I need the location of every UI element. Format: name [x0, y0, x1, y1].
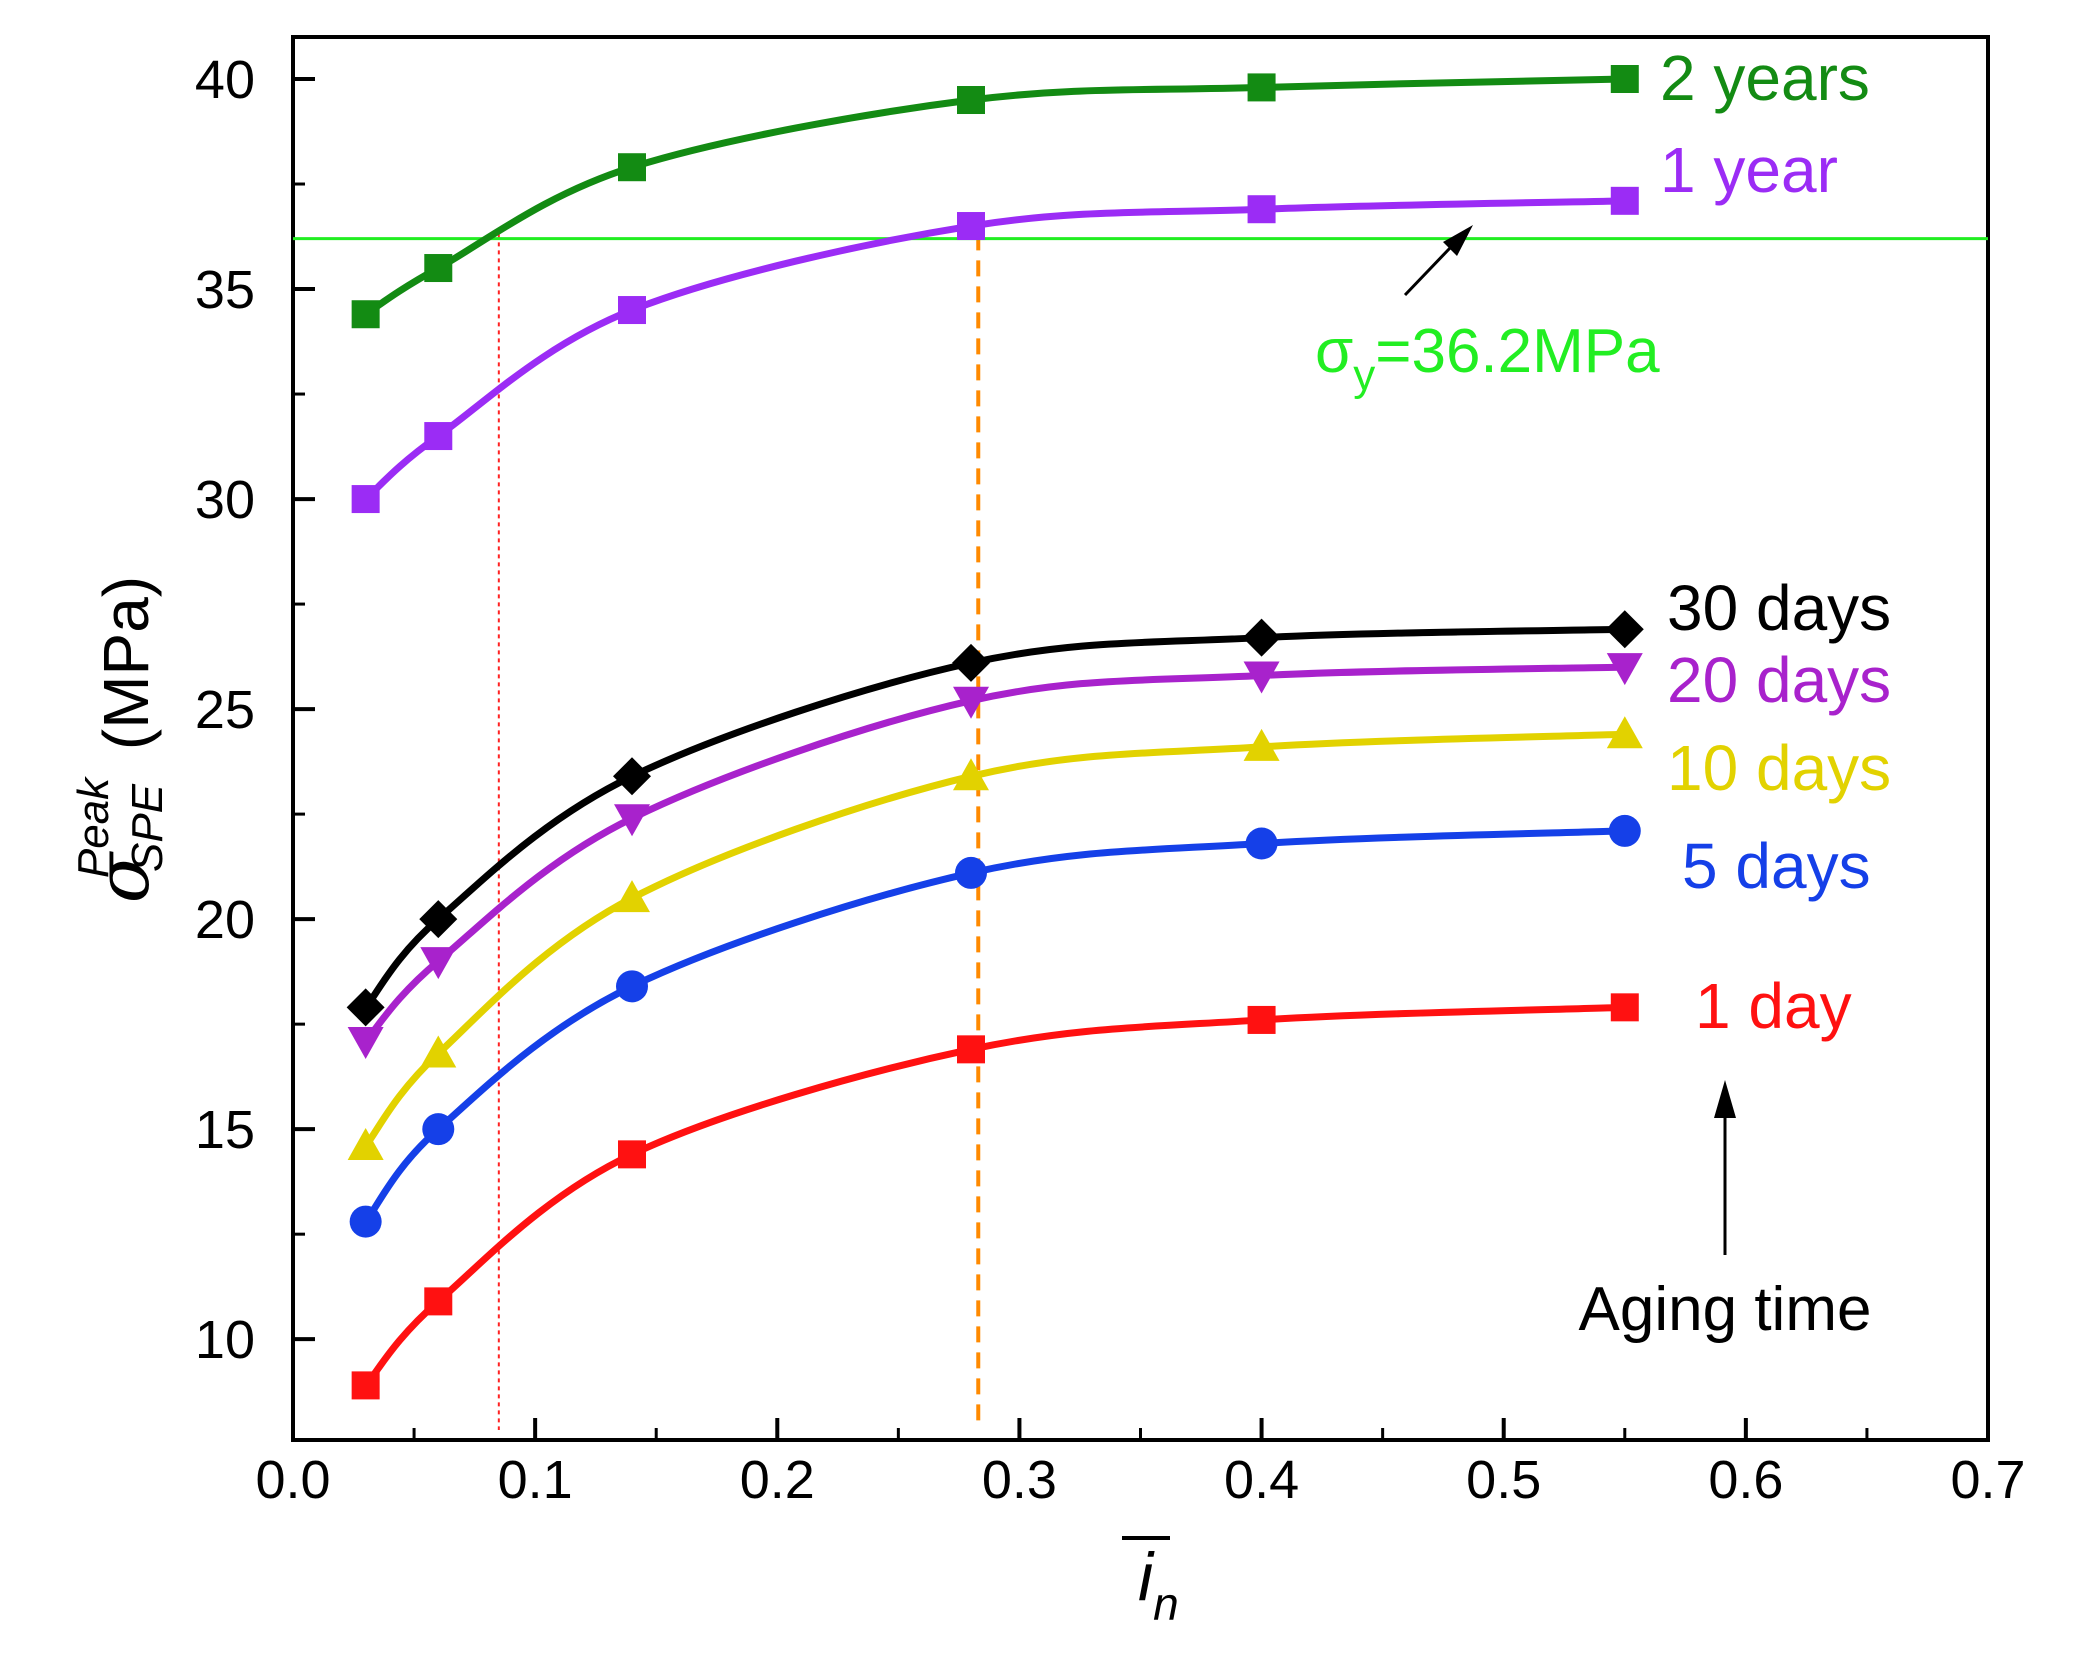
data-point-1-year [1247, 195, 1276, 224]
x-tick-label: 0.1 [498, 1450, 573, 1510]
series-label-20-days: 20 days [1667, 644, 1891, 716]
data-point-10-days [614, 880, 650, 913]
series-label-10-days: 10 days [1667, 732, 1891, 804]
series-line-30-days [362, 625, 1625, 1010]
yield-label-sub: y [1353, 351, 1375, 400]
aging-time-arrowhead [1714, 1080, 1736, 1118]
y-label-symbol: σ [80, 850, 166, 903]
data-point-30-days [346, 988, 385, 1027]
data-point-1-day [957, 1035, 985, 1064]
data-point-5-days [422, 1113, 455, 1146]
data-point-1-year [424, 422, 453, 451]
data-point-10-days [420, 1035, 457, 1068]
series-line-10-days [362, 730, 1625, 1149]
x-tick-label: 0.7 [1950, 1450, 2025, 1510]
x-tick-label: 0.3 [982, 1450, 1057, 1510]
y-tick-label: 20 [195, 890, 255, 950]
reference-lines [497, 234, 981, 1430]
x-label-sub: n [1153, 1578, 1179, 1630]
axis-ticks: 0.0 0.1 0.2 0.3 0.4 0.5 0.6 0.7 10 15 20 25 30 35 40 [195, 50, 2026, 1510]
yield-label-symbol: σ [1315, 317, 1353, 386]
data-point-2-years [618, 153, 646, 182]
y-tick-label: 15 [195, 1100, 255, 1160]
data-point-1-year [957, 212, 985, 241]
data-point-30-days [1605, 610, 1644, 649]
y-axis-label: σPeak SPE (MPa) [69, 576, 172, 903]
svg-text:in: in [1138, 1539, 1179, 1630]
yield-arrowhead [1443, 225, 1473, 256]
data-point-1-day [618, 1140, 646, 1169]
data-point-10-days [1606, 716, 1643, 749]
x-tick-label: 0.2 [740, 1450, 815, 1510]
y-tick-label: 35 [195, 260, 255, 320]
yield-arrow-shaft [1403, 246, 1452, 297]
series-line-20-days [363, 663, 1625, 1044]
x-axis-label: in [1122, 1536, 1179, 1630]
x-tick-label: 0.6 [1708, 1450, 1783, 1510]
data-point-20-days [347, 1026, 384, 1059]
data-point-10-days [1243, 728, 1280, 761]
data-point-30-days [1242, 618, 1281, 657]
data-point-1-day [1247, 1005, 1276, 1034]
y-tick-label: 25 [195, 680, 255, 740]
series-line-2-years [363, 75, 1625, 318]
data-point-20-days [1243, 661, 1280, 694]
yield-label-value: =36.2MPa [1375, 317, 1660, 386]
y-label-sub: SPE [123, 783, 172, 872]
series-label-1-day: 1 day [1695, 970, 1852, 1042]
yield-line-group: σy=36.2MPa [293, 225, 1988, 400]
data-point-20-days [1606, 653, 1643, 686]
data-point-2-years [957, 86, 985, 115]
y-tick-label: 10 [195, 1310, 255, 1370]
series-label-5-days: 5 days [1682, 830, 1871, 902]
data-point-1-day [351, 1371, 380, 1400]
data-point-1-year [351, 485, 380, 514]
data-point-10-days [347, 1127, 384, 1160]
data-point-30-days [952, 643, 990, 682]
data-point-5-days [349, 1205, 382, 1238]
data-point-1-year [618, 296, 646, 325]
y-label-unit: (MPa) [90, 576, 162, 750]
data-point-20-days [614, 804, 650, 837]
series-label-30-days: 30 days [1667, 572, 1891, 644]
data-point-1-day [1610, 993, 1639, 1022]
x-tick-label: 0.4 [1224, 1450, 1299, 1510]
series-line-1-year [363, 197, 1625, 502]
data-point-2-years [1247, 73, 1276, 102]
data-point-2-years [351, 300, 380, 329]
aging-time-label: Aging time [1579, 1275, 1872, 1344]
aging-time-annotation: Aging time [1579, 1080, 1872, 1344]
y-label-sup: Peak [69, 776, 118, 878]
data-point-30-days [613, 757, 651, 796]
data-point-20-days [420, 947, 457, 980]
series-group [346, 65, 1644, 1400]
data-point-2-years [1610, 65, 1639, 94]
x-tick-label: 0.5 [1466, 1450, 1541, 1510]
data-point-1-day [424, 1287, 453, 1316]
data-point-1-year [1610, 186, 1639, 215]
series-line-5-days [362, 827, 1625, 1224]
data-point-5-days [955, 856, 987, 889]
data-point-10-days [953, 758, 989, 791]
y-tick-label: 30 [195, 470, 255, 530]
series-label-1-year: 1 year [1660, 134, 1838, 206]
data-point-30-days [419, 900, 458, 939]
yield-label: σy=36.2MPa [1315, 317, 1660, 400]
x-tick-label: 0.0 [255, 1450, 330, 1510]
data-point-5-days [1608, 814, 1641, 847]
x-label-main: i [1138, 1539, 1155, 1615]
data-point-20-days [953, 686, 989, 719]
y-tick-label: 40 [195, 50, 255, 110]
series-line-1-day [362, 1003, 1625, 1388]
data-point-5-days [616, 970, 648, 1003]
data-point-2-years [424, 254, 453, 283]
series-label-2-years: 2 years [1660, 42, 1870, 114]
data-point-5-days [1245, 827, 1278, 860]
